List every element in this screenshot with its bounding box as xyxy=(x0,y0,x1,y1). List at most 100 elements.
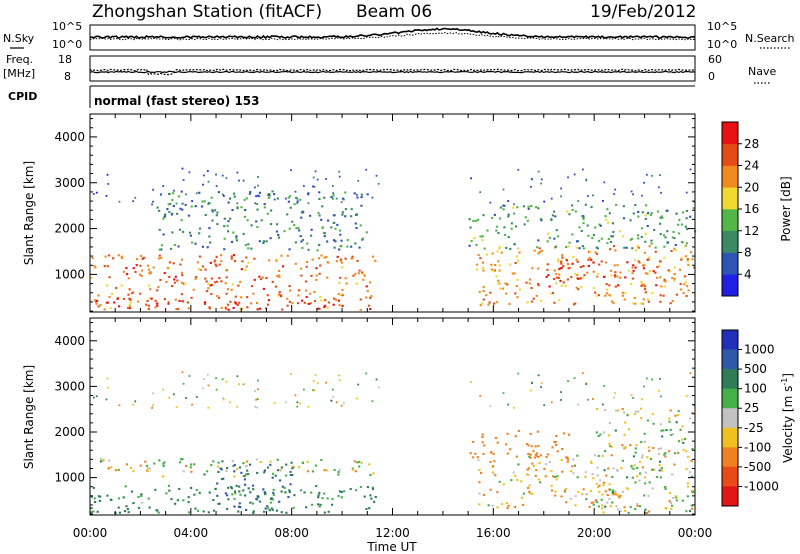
range-gate-cell xyxy=(149,467,152,470)
range-gate-cell xyxy=(487,504,490,507)
range-gate-cell xyxy=(140,493,143,496)
range-gate-cell xyxy=(226,467,229,470)
range-gate-cell xyxy=(195,192,198,195)
range-gate-cell xyxy=(287,196,290,199)
range-gate-cell xyxy=(614,490,617,493)
range-gate-cell xyxy=(201,265,205,268)
range-gate-cell xyxy=(566,263,570,266)
range-gate-cell xyxy=(325,381,327,384)
range-gate-cell xyxy=(238,485,241,488)
range-gate-cell xyxy=(269,237,272,240)
range-gate-cell xyxy=(106,377,109,380)
range-gate-cell xyxy=(297,294,300,297)
range-gate-cell xyxy=(341,289,344,292)
range-gate-cell xyxy=(232,192,236,195)
range-gate-cell xyxy=(323,235,326,238)
range-gate-cell xyxy=(537,170,540,173)
range-gate-cell xyxy=(682,211,685,214)
range-gate-cell xyxy=(551,475,555,478)
range-gate-cell xyxy=(586,224,589,227)
range-gate-cell xyxy=(691,412,694,415)
range-gate-cell xyxy=(540,299,543,302)
range-gate-cell xyxy=(277,274,280,277)
range-gate-cell xyxy=(118,305,121,308)
range-gate-cell xyxy=(671,277,674,280)
range-gate-cell xyxy=(357,179,360,182)
range-gate-cell xyxy=(608,483,611,486)
range-gate-cell xyxy=(244,269,247,272)
range-gate-cell xyxy=(660,467,663,470)
ytick-label: 1000 xyxy=(54,471,85,485)
range-gate-cell xyxy=(319,295,322,298)
range-gate-cell xyxy=(312,380,315,383)
range-gate-cell xyxy=(366,290,369,293)
range-gate-cell xyxy=(271,498,274,501)
range-gate-cell xyxy=(630,466,633,469)
range-gate-cell xyxy=(528,492,531,495)
range-gate-cell xyxy=(537,456,540,459)
range-gate-cell xyxy=(569,497,573,500)
range-gate-cell xyxy=(244,509,248,512)
range-gate-cell xyxy=(290,169,292,172)
range-gate-cell xyxy=(368,281,372,284)
velocity-colorbar-tick-label: -1000 xyxy=(744,479,779,493)
range-gate-cell xyxy=(645,377,648,380)
range-gate-cell xyxy=(693,266,696,269)
range-gate-cell xyxy=(661,435,664,438)
range-gate-cell xyxy=(681,499,684,502)
range-gate-cell xyxy=(576,476,579,479)
range-gate-cell xyxy=(527,467,530,470)
range-gate-cell xyxy=(531,178,534,181)
range-gate-cell xyxy=(651,468,654,471)
range-gate-cell xyxy=(518,251,521,254)
range-gate-cell xyxy=(168,275,171,278)
range-gate-cell xyxy=(236,202,239,205)
range-gate-cell xyxy=(236,405,239,408)
range-gate-cell xyxy=(340,496,343,499)
ytick-label: 2000 xyxy=(54,425,85,439)
range-gate-cell xyxy=(269,497,273,500)
range-gate-cell xyxy=(561,254,564,257)
range-gate-cell xyxy=(154,488,157,491)
range-gate-cell xyxy=(483,247,486,250)
range-gate-cell xyxy=(238,383,240,386)
range-gate-cell xyxy=(550,292,553,295)
range-gate-cell xyxy=(256,203,259,205)
range-gate-cell xyxy=(350,215,353,218)
range-gate-cell xyxy=(653,228,656,231)
range-gate-cell xyxy=(245,265,248,268)
range-gate-cell xyxy=(657,452,661,455)
range-gate-cell xyxy=(624,276,627,279)
range-gate-cell xyxy=(543,200,546,203)
range-gate-cell xyxy=(659,377,661,380)
range-gate-cell xyxy=(632,264,635,267)
range-gate-cell xyxy=(207,511,210,514)
range-gate-cell xyxy=(252,510,255,513)
range-gate-cell xyxy=(305,295,308,298)
range-gate-cell xyxy=(154,299,157,302)
range-gate-cell xyxy=(312,389,315,391)
range-gate-cell xyxy=(217,502,220,505)
range-gate-cell xyxy=(269,501,272,504)
cpid-strip: CPID normal (fast stereo) 153 xyxy=(8,85,695,108)
range-gate-cell xyxy=(171,231,174,234)
range-gate-cell xyxy=(675,212,678,215)
range-gate-cell xyxy=(681,438,684,441)
range-gate-cell xyxy=(358,465,361,468)
range-gate-cell xyxy=(299,198,302,201)
range-gate-cell xyxy=(477,254,480,257)
range-gate-cell xyxy=(291,473,294,477)
range-gate-cell xyxy=(562,281,565,284)
range-gate-cell xyxy=(500,251,503,254)
range-gate-cell xyxy=(90,507,93,510)
range-gate-cell xyxy=(127,306,130,309)
range-gate-cell xyxy=(118,404,121,407)
range-gate-cell xyxy=(502,188,505,191)
range-gate-cell xyxy=(173,189,175,192)
range-gate-cell xyxy=(323,469,326,472)
range-gate-cell xyxy=(471,456,475,459)
range-gate-cell xyxy=(487,303,490,306)
range-gate-cell xyxy=(239,506,242,509)
range-gate-cell xyxy=(197,268,201,271)
range-gate-cell xyxy=(279,294,283,297)
